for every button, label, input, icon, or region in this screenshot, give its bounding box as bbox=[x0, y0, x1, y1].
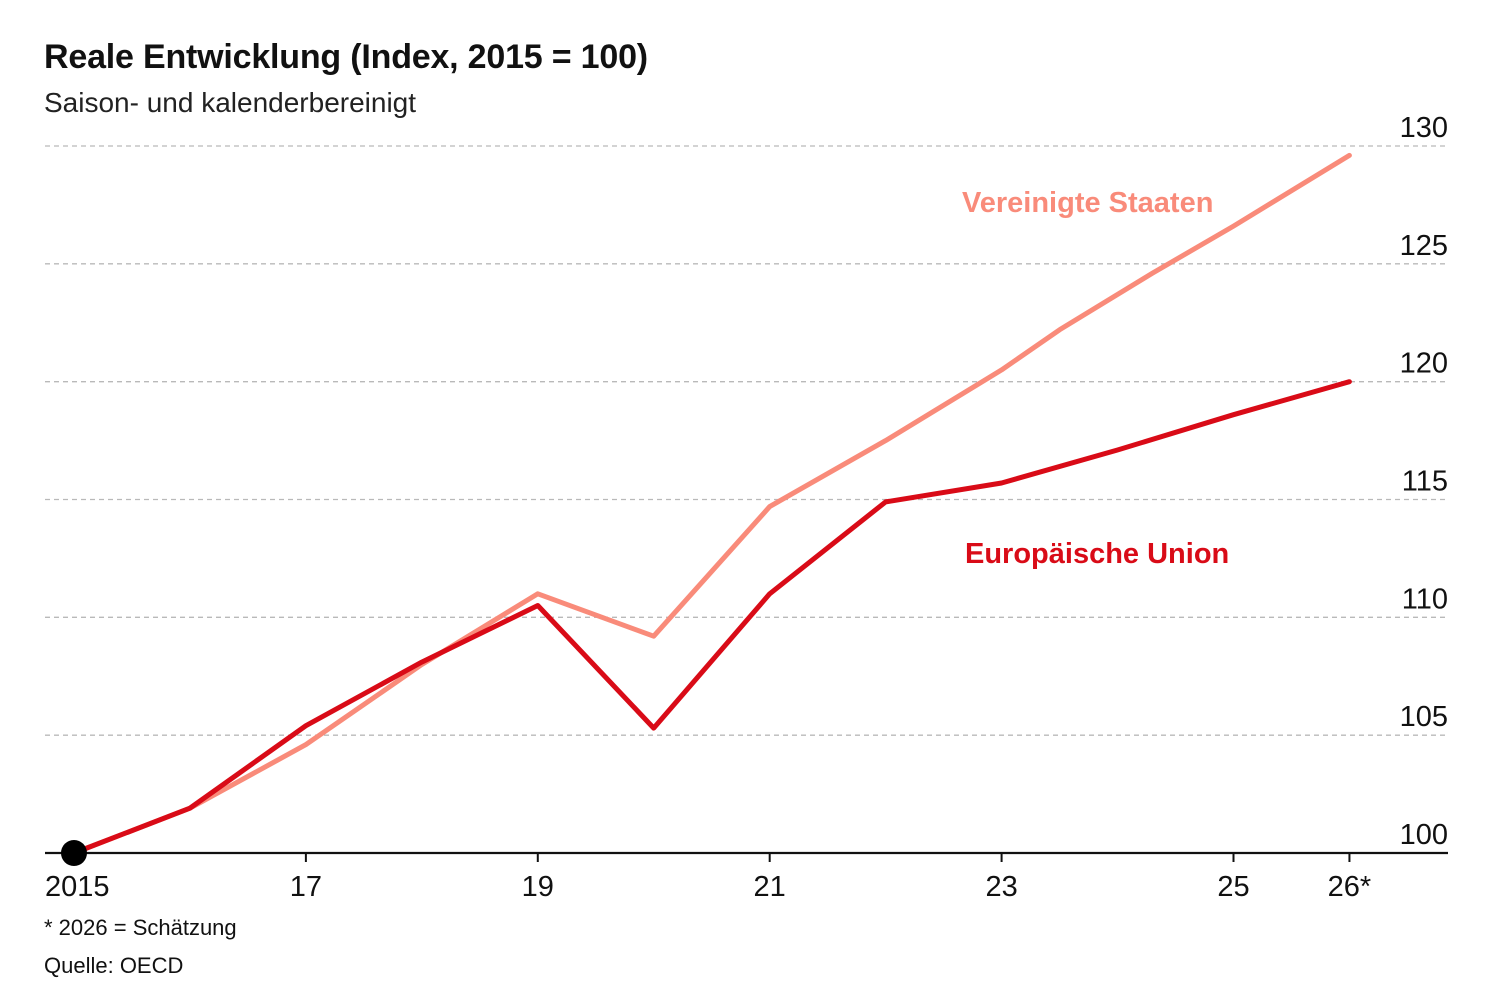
series-line-vereinigte-staaten bbox=[71, 152, 1352, 856]
series-lines bbox=[71, 152, 1352, 856]
y-tick-label-105: 105 bbox=[1400, 701, 1448, 733]
y-tick-label-110: 110 bbox=[1402, 583, 1448, 615]
x-axis-tick-labels: 2015 17 19 21 23 25 26* bbox=[45, 871, 1371, 903]
y-tick-label-100: 100 bbox=[1400, 819, 1448, 851]
y-tick-label-125: 125 bbox=[1400, 230, 1448, 262]
x-tick-label-19: 19 bbox=[522, 871, 554, 903]
x-tick-label-26*: 26* bbox=[1328, 871, 1372, 903]
series-label-vereinigte-staaten: Vereinigte Staaten bbox=[962, 187, 1213, 219]
start-marker bbox=[60, 840, 87, 866]
y-tick-label-130: 130 bbox=[1400, 112, 1448, 144]
series-line-europaeische-union bbox=[71, 379, 1352, 856]
x-tick-label-25: 25 bbox=[1217, 871, 1249, 903]
y-tick-label-120: 120 bbox=[1400, 348, 1448, 380]
source-note: Quelle: OECD bbox=[44, 953, 184, 978]
series-label-europaeische-union: Europäische Union bbox=[965, 538, 1229, 570]
series-labels: Vereinigte Staaten Europäische Union bbox=[962, 187, 1229, 570]
y-tick-label-115: 115 bbox=[1402, 466, 1448, 498]
start-point-marker bbox=[60, 840, 87, 866]
footnote: * 2026 = Schätzung bbox=[44, 915, 237, 940]
x-tick-label-23: 23 bbox=[985, 871, 1017, 903]
chart-subtitle: Saison- und kalenderbereinigt bbox=[44, 87, 417, 118]
chart-title: Reale Entwicklung (Index, 2015 = 100) bbox=[44, 38, 648, 76]
y-axis-tick-labels: 100 105 110 115 120 125 130 bbox=[1400, 112, 1448, 851]
gridlines bbox=[45, 145, 1448, 736]
x-tick-label-21: 21 bbox=[754, 871, 786, 903]
x-tick-label-17: 17 bbox=[290, 871, 322, 903]
x-axis bbox=[45, 851, 1448, 862]
x-tick-label-2015: 2015 bbox=[45, 871, 110, 903]
